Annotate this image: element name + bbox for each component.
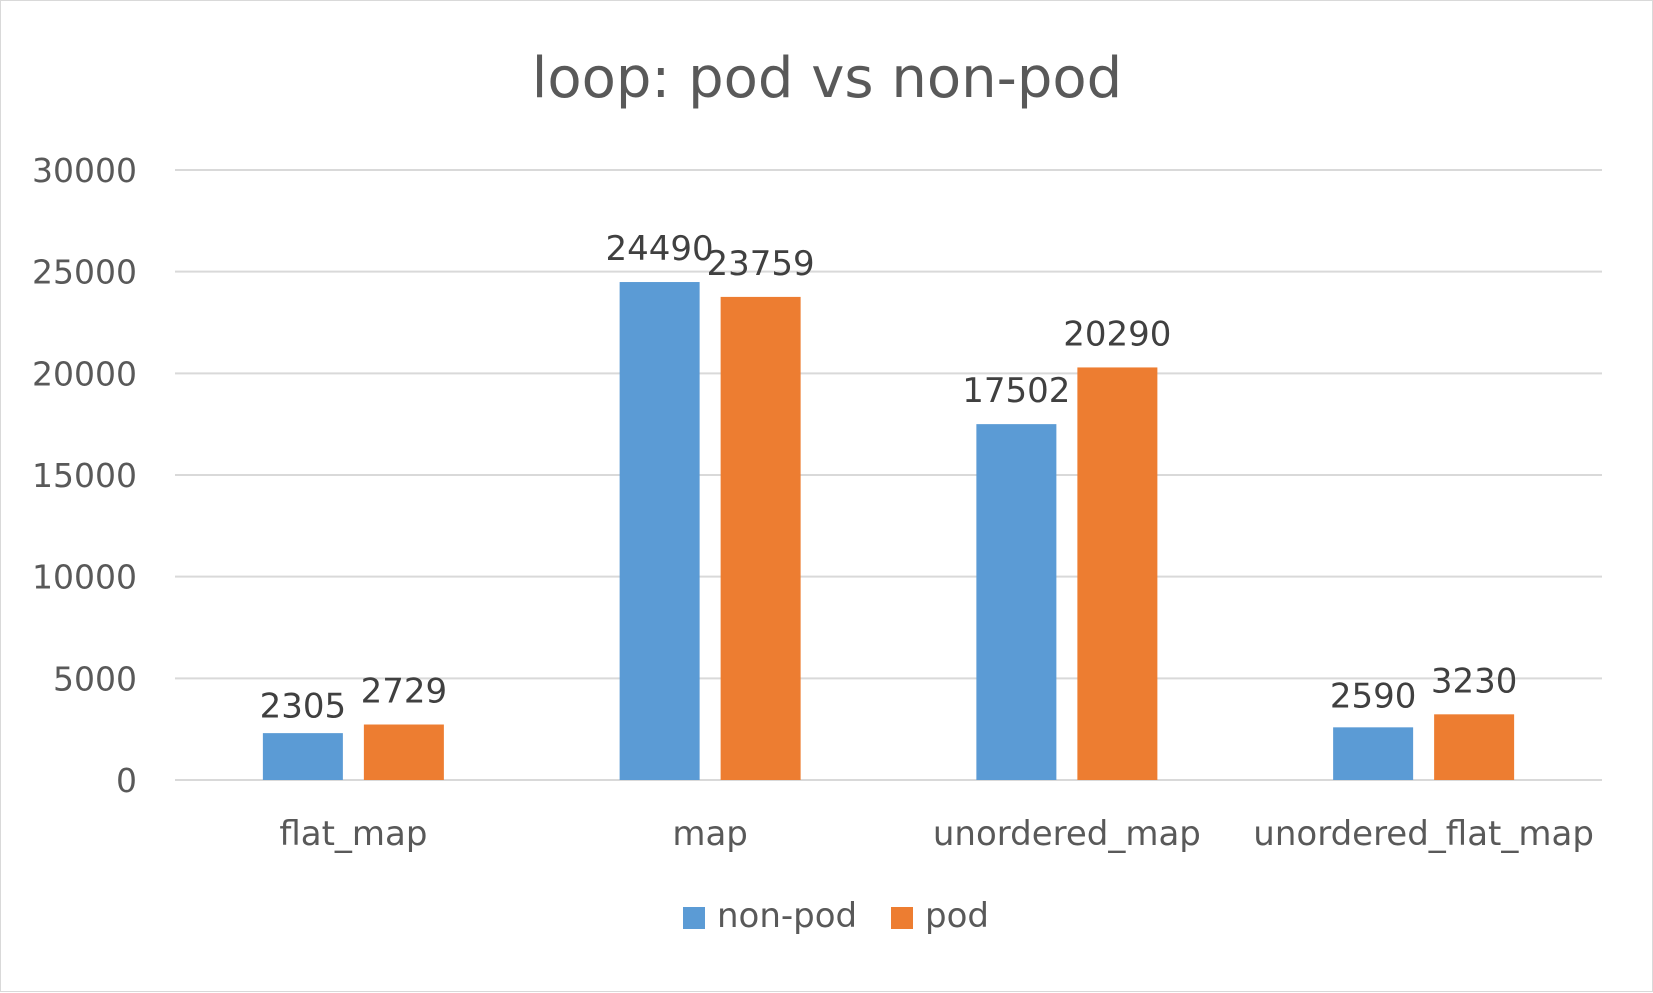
y-axis-ticks: 0 5000 10000 15000 20000 25000 30000 <box>32 151 137 800</box>
x-category-label: unordered_flat_map <box>1253 814 1594 854</box>
data-label: 3230 <box>1431 661 1518 701</box>
y-tick-label: 20000 <box>32 354 137 393</box>
x-category-label: map <box>672 814 748 854</box>
data-label: 20290 <box>1063 314 1171 354</box>
y-tick-label: 10000 <box>32 558 137 597</box>
legend-swatch-non-pod <box>683 907 705 929</box>
bar-pod <box>1077 367 1158 780</box>
data-label: 2305 <box>260 687 347 727</box>
bar-pod <box>363 724 444 780</box>
bar-non-pod <box>619 282 700 780</box>
legend-label-pod: pod <box>925 896 989 936</box>
x-category-label: flat_map <box>279 814 427 854</box>
x-axis-categories: flat_map map unordered_map unordered_flat_m… <box>279 814 1594 854</box>
bar-non-pod <box>262 733 343 780</box>
legend-label-non-pod: non-pod <box>717 896 857 936</box>
gridlines <box>175 169 1602 781</box>
x-category-label: unordered_map <box>933 814 1201 854</box>
legend: non-pod pod <box>683 896 989 936</box>
data-label: 2729 <box>361 672 448 712</box>
y-tick-label: 5000 <box>53 659 137 698</box>
data-label: 23759 <box>707 244 815 284</box>
bar-pod <box>1434 714 1515 780</box>
chart-title: loop: pod vs non-pod <box>532 46 1122 111</box>
y-tick-label: 15000 <box>32 456 137 495</box>
data-label: 2590 <box>1330 676 1417 716</box>
bar-non-pod <box>976 424 1057 780</box>
data-label: 24490 <box>606 229 714 269</box>
bar-pod <box>720 296 801 780</box>
data-label: 17502 <box>962 371 1070 411</box>
bar-non-pod <box>1333 727 1414 780</box>
y-tick-label: 25000 <box>32 253 137 292</box>
bars <box>262 282 1515 780</box>
legend-swatch-pod <box>891 907 913 929</box>
y-tick-label: 30000 <box>32 151 137 190</box>
y-tick-label: 0 <box>116 761 137 800</box>
